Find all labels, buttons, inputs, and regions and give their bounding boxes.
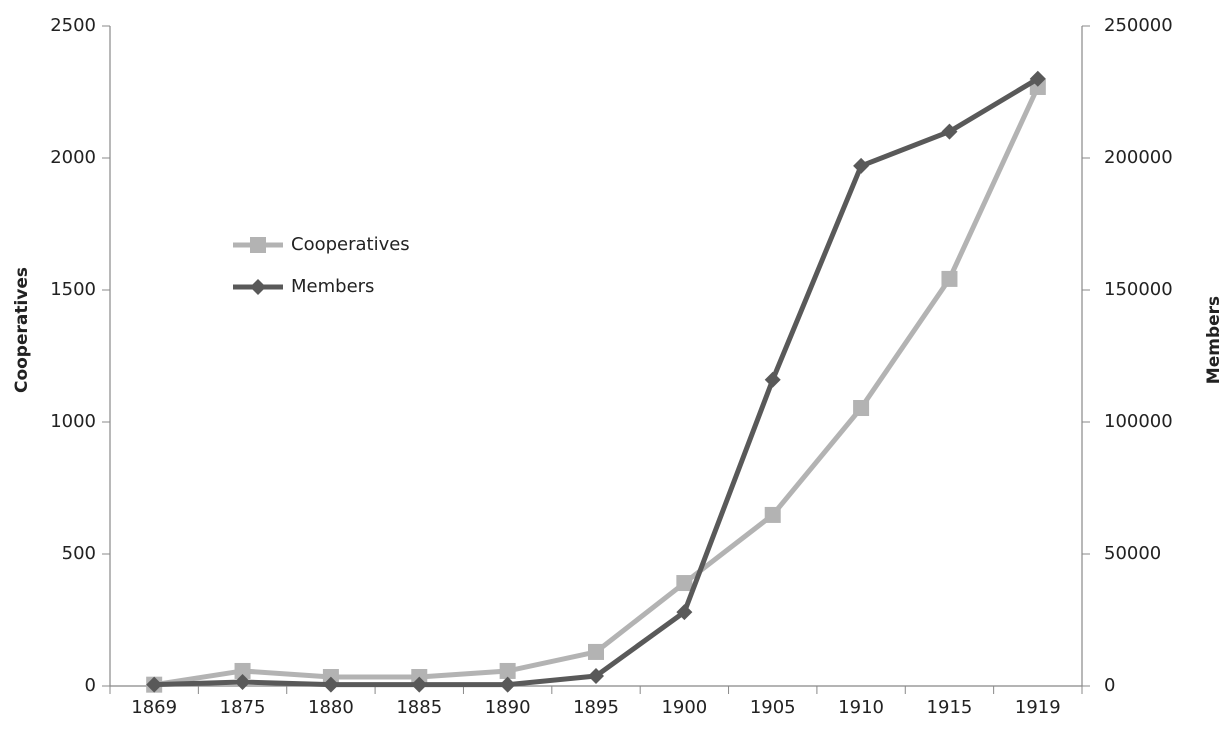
y-tick-label: 0 [85, 675, 96, 696]
y2-tick-label: 0 [1104, 675, 1115, 696]
data-point [941, 270, 958, 287]
legend-label: Cooperatives [291, 234, 410, 255]
data-point [588, 643, 604, 660]
x-tick-label: 1880 [308, 697, 354, 718]
y2-axis-label: Members [1204, 296, 1224, 384]
x-tick-label: 1869 [131, 697, 177, 718]
x-tick-label: 1895 [573, 697, 619, 718]
y2-tick-label: 200000 [1104, 147, 1173, 168]
x-tick-label: 1900 [661, 697, 707, 718]
x-tick-label: 1890 [485, 697, 531, 718]
y-tick-label: 500 [62, 543, 96, 564]
data-point [1029, 70, 1046, 87]
y2-tick-label: 150000 [1104, 279, 1173, 300]
y2-tick-label: 250000 [1104, 15, 1173, 36]
y2-tick-label: 50000 [1104, 543, 1161, 564]
x-tick-label: 1915 [927, 697, 973, 718]
y-tick-label: 2000 [50, 147, 96, 168]
data-point [853, 157, 870, 174]
data-point [941, 123, 958, 140]
data-point [234, 674, 251, 691]
legend-marker [250, 279, 266, 295]
data-point [764, 371, 781, 388]
y2-tick-label: 100000 [1104, 411, 1173, 432]
data-point [588, 667, 604, 684]
legend-marker [250, 237, 266, 253]
data-point [853, 400, 870, 417]
x-tick-label: 1910 [838, 697, 884, 718]
legend-label: Members [291, 276, 374, 297]
x-tick-label: 1885 [396, 697, 442, 718]
x-tick-label: 1919 [1015, 697, 1061, 718]
x-tick-label: 1905 [750, 697, 796, 718]
series-line [153, 85, 1041, 688]
data-point [676, 604, 693, 621]
data-point [499, 662, 516, 679]
y-tick-label: 1500 [50, 279, 96, 300]
data-point [234, 662, 251, 679]
data-point [499, 676, 516, 693]
data-point [676, 575, 693, 592]
x-tick-label: 1875 [220, 697, 266, 718]
data-point [411, 676, 428, 693]
y-tick-label: 2500 [50, 15, 96, 36]
data-point [322, 676, 339, 693]
data-point [146, 676, 163, 693]
series-line [154, 76, 1040, 688]
y-tick-label: 1000 [50, 411, 96, 432]
data-point [764, 506, 781, 523]
y-axis-label: Cooperatives [12, 267, 32, 393]
